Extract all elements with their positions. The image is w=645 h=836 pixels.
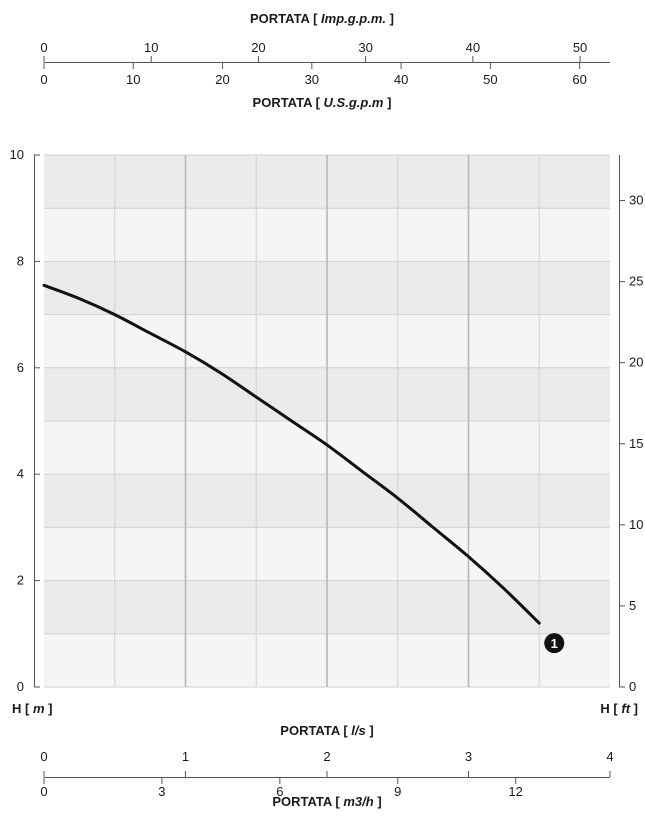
top-imp-tick-label: 50 [573,40,587,55]
right-axis-ticks: 0 5 10 15 20 25 30 [619,193,643,694]
left-tick-label: 6 [17,360,24,375]
right-tick-label: 25 [629,274,643,289]
top-imp-tick-label: 20 [251,40,265,55]
bottom-m3h-axis-title: PORTATA [ m3/h ] [272,794,381,809]
right-tick-label: 10 [629,517,643,532]
top-us-tick-label: 30 [305,72,319,87]
left-tick-label: 4 [17,466,24,481]
bottom-axis-ticks: 0 1 2 3 40 3 6 9 12 [40,749,613,799]
bottom-ls-tick-label: 4 [606,749,613,764]
top-imp-tick-label: 0 [40,40,47,55]
bottom-ls-tick-label: 0 [40,749,47,764]
right-tick-label: 5 [629,598,636,613]
top-us-axis-title: PORTATA [ U.S.g.p.m ] [253,95,392,110]
bottom-m3h-tick-label: 3 [158,784,165,799]
bottom-ls-tick-label: 1 [182,749,189,764]
plot-grid [44,154,610,688]
right-tick-label: 15 [629,436,643,451]
curve-number-marker [544,633,565,654]
top-imp-axis-title: PORTATA [ Imp.g.p.m. ] [250,11,394,26]
right-axis-title: H [ ft ] [600,701,638,716]
top-us-tick-label: 10 [126,72,140,87]
left-axis-ticks: 0 2 4 6 8 10 [10,147,40,694]
top-us-tick-label: 40 [394,72,408,87]
top-us-tick-label: 0 [40,72,47,87]
right-tick-label: 30 [629,193,643,208]
curve-layer: 1 [42,283,565,654]
top-imp-tick-label: 40 [466,40,480,55]
top-us-tick-label: 50 [483,72,497,87]
bottom-m3h-tick-label: 6 [276,784,283,799]
right-tick-label: 20 [629,355,643,370]
bottom-ls-tick-label: 3 [465,749,472,764]
left-tick-label: 8 [17,253,24,268]
top-axis-ticks: 0 10 20 30 40 50 0 10 20 30 40 50 60 [40,40,587,87]
bottom-m3h-tick-label: 0 [40,784,47,799]
pump-curve-line [42,283,541,625]
top-imp-tick-label: 30 [358,40,372,55]
left-tick-label: 0 [17,679,24,694]
top-imp-tick-label: 10 [144,40,158,55]
right-tick-label: 0 [629,679,636,694]
left-tick-label: 2 [17,573,24,588]
bottom-m3h-tick-label: 9 [394,784,401,799]
left-tick-label: 10 [10,147,24,162]
top-us-tick-label: 20 [215,72,229,87]
bottom-ls-axis-title: PORTATA [ l/s ] [280,723,373,738]
curve-number-label: 1 [551,636,558,651]
bottom-m3h-tick-label: 12 [508,784,522,799]
bottom-ls-tick-label: 2 [323,749,330,764]
left-axis-title: H [ m ] [12,701,52,716]
top-us-tick-label: 60 [572,72,586,87]
